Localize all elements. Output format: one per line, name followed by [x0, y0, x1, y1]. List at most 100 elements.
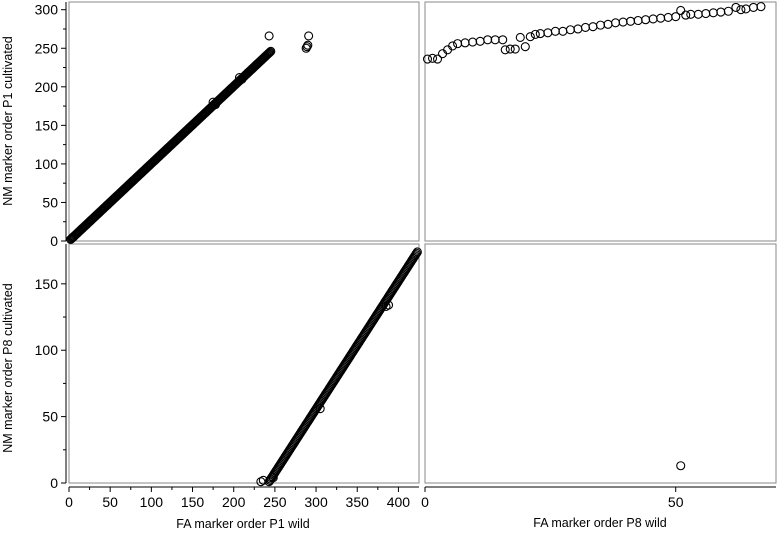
- data-point: [256, 477, 266, 487]
- data-point: [610, 18, 621, 28]
- panel-frame-r1-c1: [424, 243, 777, 484]
- data-point: [626, 16, 636, 26]
- data-point: [530, 29, 540, 39]
- data-point: [708, 8, 718, 18]
- data-point: [302, 42, 312, 52]
- x-tick-label-0-7: 350: [346, 494, 370, 510]
- data-point: [448, 41, 458, 51]
- x-tick-label-0-6: 300: [304, 494, 328, 510]
- data-point: [701, 9, 711, 19]
- data-point: [303, 40, 313, 50]
- data-point: [716, 7, 726, 17]
- data-point: [595, 20, 606, 30]
- data-point: [580, 22, 591, 32]
- y-tick-label-0-2: 100: [35, 156, 59, 172]
- panel-frame-r0-c1: [424, 1, 777, 242]
- data-point: [756, 2, 766, 12]
- panel-frame-r1-c0: [68, 243, 420, 484]
- data-point: [490, 35, 500, 45]
- data-point: [603, 19, 613, 29]
- data-point: [422, 54, 433, 64]
- data-point: [304, 31, 314, 41]
- data-point: [550, 26, 560, 36]
- data-point: [381, 301, 391, 311]
- data-point: [633, 15, 643, 26]
- x-tick-label-0-5: 250: [263, 494, 287, 510]
- x-axis-title-p8-wild: FA marker order P8 wild: [533, 516, 666, 530]
- data-point: [411, 249, 421, 260]
- data-point: [265, 47, 275, 57]
- data-point: [383, 300, 394, 310]
- data-point: [671, 12, 681, 22]
- y-tick-label-1-0: 0: [50, 475, 58, 491]
- data-point: [656, 13, 666, 23]
- x-tick-label-1-1: 50: [668, 494, 684, 510]
- data-point: [543, 28, 553, 38]
- data-point: [234, 73, 245, 83]
- x-tick-label-1-0: 0: [421, 494, 429, 510]
- x-tick-label-0-0: 0: [65, 494, 73, 510]
- y-tick-label-0-3: 150: [35, 117, 59, 133]
- data-point: [520, 42, 530, 52]
- data-point: [427, 53, 438, 63]
- panel-points-r1-c1: [676, 461, 686, 471]
- data-point: [736, 5, 746, 15]
- data-point: [731, 2, 741, 12]
- x-tick-label-0-2: 100: [140, 494, 164, 510]
- data-point: [676, 5, 686, 16]
- data-point: [525, 32, 535, 42]
- panel-frame-r0-c0: [68, 1, 420, 242]
- data-point: [483, 35, 493, 45]
- panel-points-r1-c0: [256, 247, 422, 487]
- x-axis-title-p1-wild: FA marker order P1 wild: [176, 517, 309, 531]
- data-point: [558, 26, 568, 36]
- data-point: [748, 2, 758, 12]
- data-point: [460, 38, 470, 48]
- data-point: [573, 24, 583, 34]
- data-point: [453, 39, 463, 49]
- x-tick-label-0-3: 150: [181, 494, 205, 510]
- data-point: [498, 35, 508, 45]
- data-point: [268, 473, 278, 483]
- y-tick-label-0-1: 50: [42, 194, 58, 210]
- data-point: [264, 48, 274, 58]
- data-point: [315, 404, 325, 414]
- data-point: [266, 46, 276, 56]
- x-tick-label-0-8: 400: [387, 494, 411, 510]
- data-point: [723, 6, 733, 16]
- data-point: [68, 232, 78, 242]
- data-point: [468, 37, 478, 47]
- y-tick-label-1-2: 100: [35, 342, 59, 358]
- data-point: [412, 247, 422, 257]
- data-point: [641, 15, 651, 25]
- data-point: [588, 22, 598, 32]
- data-point: [263, 49, 273, 59]
- panel-points-r0-c1: [422, 2, 766, 64]
- data-point: [264, 31, 274, 41]
- y-tick-label-0-0: 0: [50, 233, 58, 249]
- y-tick-label-0-6: 300: [35, 2, 59, 18]
- panel-points-r0-c0: [66, 31, 314, 245]
- data-point: [475, 36, 485, 46]
- data-point: [535, 29, 545, 39]
- y-tick-label-0-4: 200: [35, 79, 59, 95]
- data-point: [510, 44, 520, 54]
- data-point: [741, 4, 751, 14]
- data-point: [663, 12, 673, 22]
- data-point: [258, 475, 268, 485]
- y-tick-label-1-1: 50: [42, 409, 58, 425]
- data-point: [505, 44, 515, 54]
- y-tick-label-1-3: 150: [35, 276, 59, 292]
- data-point: [500, 45, 510, 55]
- data-point: [686, 9, 696, 19]
- y-axis-title-p1-cultivated: NM marker order P1 cultivated: [1, 36, 15, 206]
- data-point: [432, 54, 443, 64]
- data-point: [262, 49, 273, 59]
- data-point: [211, 99, 221, 110]
- data-point: [237, 74, 247, 84]
- data-point: [693, 9, 703, 19]
- x-tick-label-0-1: 50: [102, 494, 118, 510]
- data-point: [648, 14, 658, 24]
- data-point: [515, 32, 525, 43]
